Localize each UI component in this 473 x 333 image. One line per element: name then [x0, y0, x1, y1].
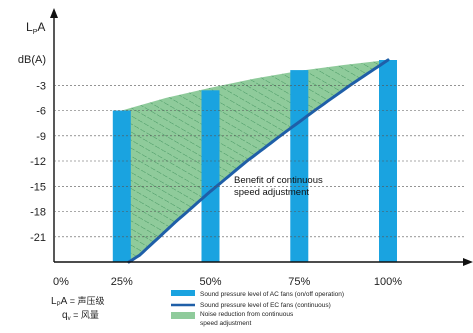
ac-fan-bar-25 [112, 110, 131, 262]
x-tick-label: 50% [199, 276, 221, 288]
y-axis-arrow-icon [50, 8, 58, 18]
x-tick-label: 100% [374, 276, 402, 288]
y-tick-label: -15 [30, 181, 46, 193]
x-tick-label: 25% [111, 276, 133, 288]
legend-swatch-ac-bars [171, 290, 195, 296]
annotation-line-2: speed adjustment [234, 187, 309, 198]
x-tick-label: 0% [53, 276, 69, 288]
legend-label-noise-1: Noise reduction from continuous [200, 311, 294, 318]
x-tick-label: 75% [288, 276, 310, 288]
y-tick-label: -6 [36, 106, 46, 118]
legend-label-noise-2: speed adjustment [200, 320, 252, 327]
ac-fan-bar-75 [290, 70, 309, 262]
x-axis-arrow-icon [463, 258, 473, 266]
legend-label-ac: Sound pressure level of AC fans (on/off … [200, 291, 344, 298]
legend-swatch-noise-reduction [171, 312, 195, 319]
legend: Sound pressure level of AC fans (on/off … [171, 290, 344, 327]
y-tick-label: -12 [30, 156, 46, 168]
noise-reduction-area [121, 60, 389, 262]
y-axis-title: LPA [26, 20, 45, 36]
y-tick-label: -18 [30, 207, 46, 219]
note-qv: qv = 风量 [62, 310, 99, 322]
y-tick-label: -9 [36, 131, 46, 143]
ac-fan-bar-50 [201, 90, 220, 262]
legend-label-ec: Sound pressure level of EC fans (continu… [200, 302, 331, 309]
ec-fan-line [127, 58, 390, 264]
annotation-line-1: Benefit of continuous [234, 175, 323, 186]
y-axis-unit: dB(A) [18, 54, 46, 66]
y-tick-label: -3 [36, 80, 46, 92]
y-tick-label: -21 [30, 232, 46, 244]
note-lpa: LPA = 声压级 [51, 295, 105, 308]
